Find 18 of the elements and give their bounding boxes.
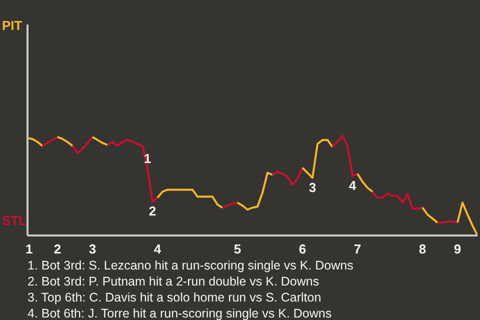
text: PIT (2, 17, 22, 35)
annotation: 4 (348, 178, 357, 193)
x-tick-label: 2 (54, 242, 62, 256)
annotation: 3 (308, 180, 316, 195)
x-tick-label: 6 (298, 242, 306, 256)
text: 4. Bot 6th: J. Torre hit a run-scoring single vs K. Downs (28, 306, 332, 320)
text: STL (2, 212, 27, 230)
x-tick-label: 9 (454, 242, 462, 256)
x-tick-label: 4 (154, 242, 162, 256)
x-tick-label: 3 (88, 242, 96, 256)
text: 3. Top 6th: C. Davis hit a solo home run vs S. Carlton (28, 290, 322, 304)
x-tick-label: 7 (354, 242, 362, 256)
annotation: 2 (148, 204, 156, 219)
text: 1. Bot 3rd: S. Lezcano hit a run-scoring single vs K. Downs (28, 258, 354, 272)
x-tick-label: 8 (418, 242, 426, 256)
x-tick-label: 1 (26, 242, 33, 256)
x-tick-label: 5 (234, 242, 242, 256)
text: 2. Bot 3rd: P. Putnam hit a 2-run double vs K. Downs (28, 274, 320, 288)
